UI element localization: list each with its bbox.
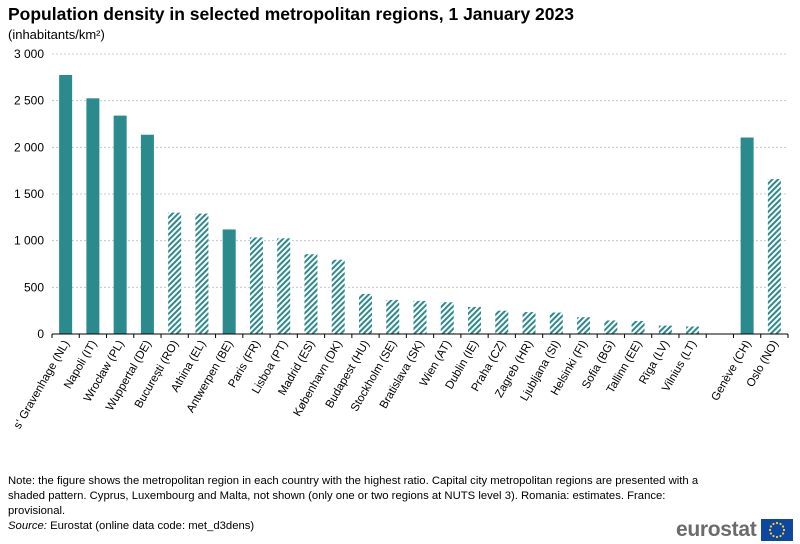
y-tick-label: 1 500 xyxy=(14,187,44,201)
flag-star xyxy=(772,534,776,538)
bar xyxy=(631,320,645,334)
flag-star xyxy=(770,525,773,528)
flag-star xyxy=(782,532,785,535)
bar xyxy=(59,75,73,334)
bar xyxy=(413,300,427,334)
bar xyxy=(249,237,263,334)
flag-star xyxy=(779,522,783,526)
bar xyxy=(468,306,482,334)
bar xyxy=(140,134,154,334)
flag-star xyxy=(782,525,785,528)
bar xyxy=(604,320,618,334)
bar xyxy=(767,179,781,334)
bar xyxy=(686,326,700,334)
footnote-source: Source: Eurostat (online data code: met_… xyxy=(8,520,254,532)
bar xyxy=(440,302,454,334)
bar xyxy=(331,259,345,334)
flag-star xyxy=(769,528,772,532)
logo-text: eurostat xyxy=(676,518,757,541)
y-tick-label: 2 500 xyxy=(14,94,44,108)
flag-star xyxy=(772,522,776,526)
bar xyxy=(740,137,754,334)
y-tick-label: 2 000 xyxy=(14,140,44,154)
bar xyxy=(577,317,591,334)
bar xyxy=(222,229,236,334)
footnote-note: Note: the figure shows the metropolitan … xyxy=(8,475,699,517)
eu-flag-icon xyxy=(761,519,794,541)
flag-star xyxy=(776,535,779,539)
source-label: Source: xyxy=(8,520,47,532)
bar xyxy=(358,293,372,334)
flag-star xyxy=(770,532,773,535)
bar xyxy=(86,98,100,334)
x-tick-label: Genève (CH) xyxy=(709,338,753,403)
bar xyxy=(549,312,563,334)
bar xyxy=(277,238,291,334)
y-tick-label: 3 000 xyxy=(14,47,44,61)
eurostat-logo: eurostat xyxy=(676,518,794,542)
flag-star xyxy=(783,528,786,532)
bar xyxy=(495,310,509,334)
bar xyxy=(304,254,318,334)
bar xyxy=(168,212,182,334)
chart-unit: (inhabitants/km²) xyxy=(8,27,105,42)
bar xyxy=(195,213,209,334)
source-text: Eurostat (online data code: met_d3dens) xyxy=(50,520,255,532)
flag-star xyxy=(779,534,783,538)
bar xyxy=(522,312,536,334)
chart-title: Population density in selected metropoli… xyxy=(8,4,574,24)
y-tick-label: 1 000 xyxy=(14,234,44,248)
bar xyxy=(113,115,127,334)
flag-star xyxy=(776,521,779,525)
bar xyxy=(386,299,400,334)
y-tick-label: 0 xyxy=(37,327,44,341)
bar xyxy=(658,325,672,334)
y-tick-label: 500 xyxy=(24,280,44,294)
